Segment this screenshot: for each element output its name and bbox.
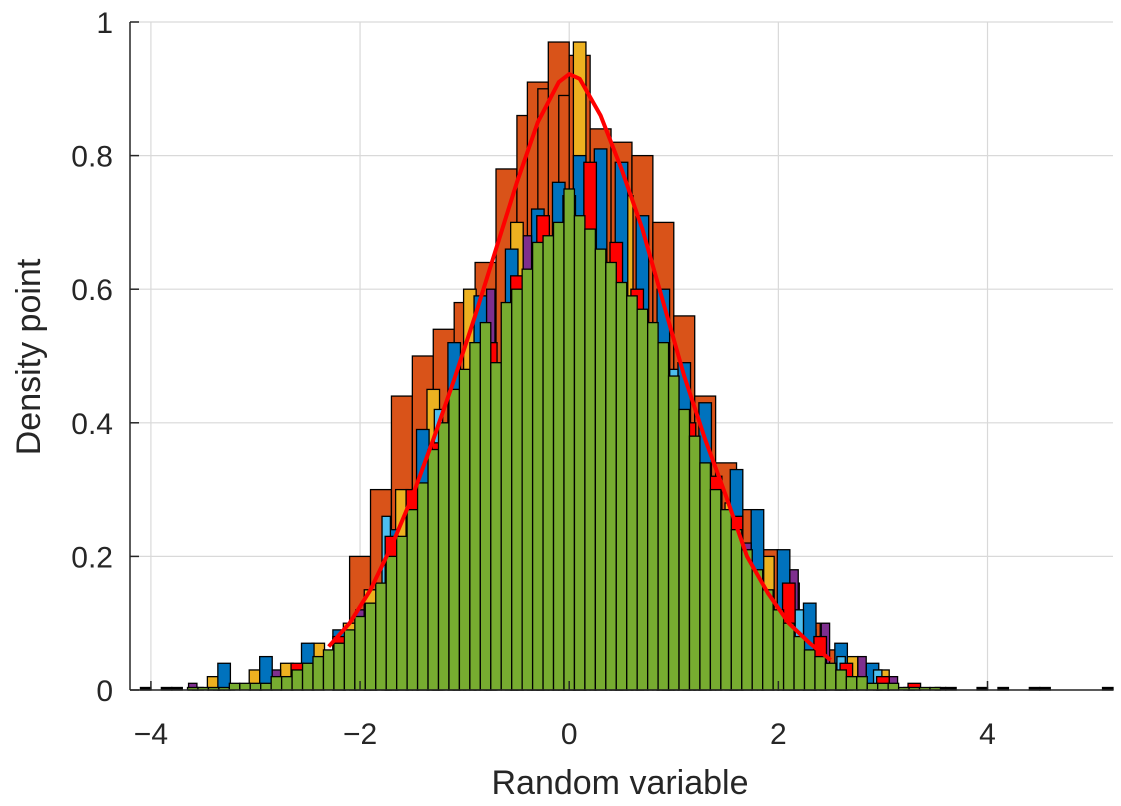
y-tick-label: 0.8 bbox=[71, 141, 113, 174]
histogram-bar-series-7 bbox=[594, 248, 607, 691]
histogram-bar-series-7 bbox=[584, 228, 597, 691]
histogram-bar-series-7 bbox=[385, 555, 398, 691]
histogram-bar-series-7 bbox=[667, 375, 680, 691]
histogram-bar-series-7 bbox=[354, 615, 366, 691]
histogram-bar-series-7 bbox=[605, 261, 617, 691]
histogram-bar-series-7 bbox=[458, 368, 471, 691]
histogram-bar-series-7 bbox=[437, 422, 450, 691]
histogram-bar-series-7 bbox=[636, 308, 649, 691]
histogram-bar-series-7 bbox=[772, 609, 785, 691]
histogram-bar-series-7 bbox=[657, 341, 670, 691]
x-tick-label: 0 bbox=[561, 718, 578, 751]
histogram-bar-series-7 bbox=[333, 642, 346, 691]
histogram-bar-series-7 bbox=[782, 622, 795, 691]
histogram-bar-series-7 bbox=[877, 682, 889, 691]
histogram-bar-series-7 bbox=[552, 221, 565, 691]
histogram-bar-series-7 bbox=[406, 508, 419, 691]
y-tick-label: 0.2 bbox=[71, 541, 113, 574]
axes bbox=[129, 21, 1113, 691]
tick-labels: −4 −2 0 2 4 0 0.2 0.4 0.6 0.8 1 bbox=[71, 7, 996, 751]
y-tick-label: 0.4 bbox=[71, 408, 113, 441]
histogram-bar-series-7 bbox=[239, 682, 251, 691]
histogram-bar-series-7 bbox=[573, 215, 586, 691]
histogram-bar-series-7 bbox=[887, 682, 900, 691]
histogram-bar-series-7 bbox=[793, 635, 806, 691]
pdf-curve bbox=[327, 72, 832, 662]
histogram-bar-series-7 bbox=[301, 662, 314, 691]
histogram-bar-series-7 bbox=[678, 408, 691, 691]
histogram-bar-series-7 bbox=[343, 629, 356, 691]
histogram-bar-series-7 bbox=[856, 675, 868, 691]
histogram-bar-series-7 bbox=[260, 682, 272, 691]
pdf-curve-layer bbox=[327, 72, 832, 662]
x-tick-label: −2 bbox=[343, 718, 377, 751]
y-tick-label: 0.6 bbox=[71, 274, 113, 307]
histogram-bar-series-7 bbox=[542, 235, 555, 691]
histogram-bar-series-7 bbox=[228, 682, 241, 691]
histogram-bar-series-7 bbox=[479, 321, 492, 691]
y-axis-label: Density point bbox=[10, 258, 48, 455]
histogram-bar-series-7 bbox=[500, 301, 513, 691]
y-tick-label: 1 bbox=[96, 7, 113, 40]
histogram-bar-series-7 bbox=[709, 488, 722, 691]
histogram-bar-series-7 bbox=[762, 589, 774, 691]
histogram-bar-series-7 bbox=[427, 448, 440, 691]
histogram-bar-series-7 bbox=[396, 535, 408, 691]
histogram-bar-series-7 bbox=[824, 662, 837, 691]
histogram-bar-series-7 bbox=[814, 655, 827, 691]
histogram-bar-series-7 bbox=[312, 655, 325, 691]
histogram-bar-series-7 bbox=[720, 508, 732, 691]
histogram-bar-series-7 bbox=[249, 682, 262, 691]
histogram-bar-series-7 bbox=[563, 188, 576, 691]
x-axis-label: Random variable bbox=[491, 764, 748, 802]
histogram-bar-series-7 bbox=[280, 675, 293, 691]
x-tick-label: 2 bbox=[770, 718, 787, 751]
y-tick-label: 0 bbox=[96, 675, 113, 708]
histogram-bar-series-7 bbox=[845, 675, 858, 691]
histogram-bars bbox=[139, 41, 1114, 691]
histogram-bar-series-7 bbox=[448, 388, 461, 691]
histogram-bar-series-7 bbox=[699, 462, 712, 691]
histogram-bar-series-7 bbox=[688, 435, 701, 691]
histogram-bar-series-7 bbox=[291, 669, 304, 691]
x-tick-label: 4 bbox=[979, 718, 996, 751]
x-tick-label: −4 bbox=[134, 718, 168, 751]
histogram-bar-series-7 bbox=[835, 669, 847, 691]
histogram-bar-series-7 bbox=[469, 341, 481, 691]
histogram-bar-series-7 bbox=[416, 482, 429, 691]
histogram-bar-series-7 bbox=[490, 362, 502, 691]
histogram-bar-series-7 bbox=[364, 602, 377, 691]
histogram-bar-series-7 bbox=[322, 649, 335, 691]
histogram-bar-series-7 bbox=[615, 281, 628, 691]
histogram-bar-series-7 bbox=[521, 268, 534, 691]
histogram-bar-series-7 bbox=[646, 321, 659, 691]
histogram-bar-series-7 bbox=[270, 675, 283, 691]
histogram-bar-series-7 bbox=[511, 288, 523, 691]
histogram-bar-series-7 bbox=[751, 569, 764, 691]
histogram-bar-series-7 bbox=[626, 295, 638, 691]
histogram-bar-series-7 bbox=[803, 649, 816, 691]
histogram-bar-series-7 bbox=[531, 241, 544, 691]
histogram-bar-series-7 bbox=[866, 682, 879, 691]
histogram-bar-series-7 bbox=[375, 582, 387, 691]
histogram-bar-series-7 bbox=[741, 549, 753, 691]
histogram-bar-series-3 bbox=[217, 662, 232, 691]
histogram-bar-series-7 bbox=[730, 529, 743, 691]
